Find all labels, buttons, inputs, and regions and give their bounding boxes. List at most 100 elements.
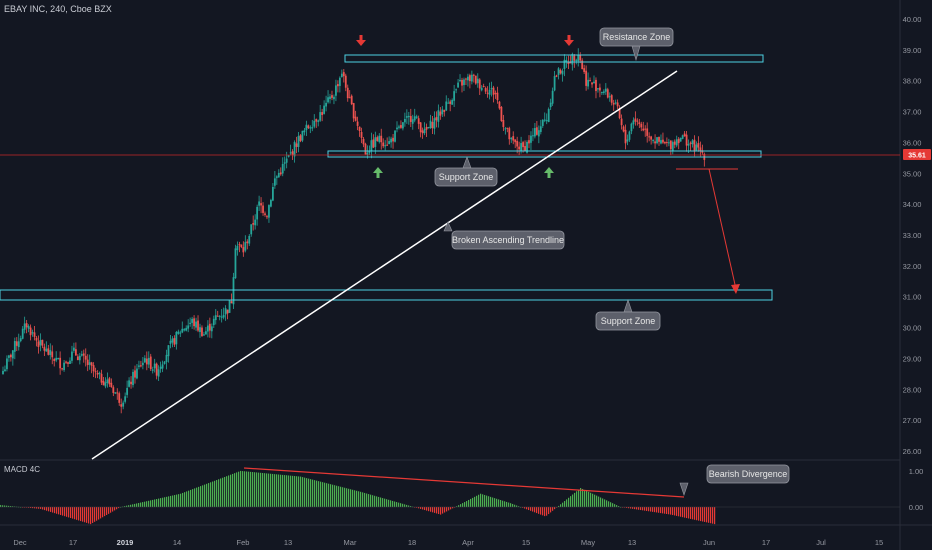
price-tick-label: 32.00 (903, 262, 922, 271)
candle-body (88, 362, 91, 365)
candle-body (195, 321, 197, 328)
candle-body (254, 219, 257, 226)
time-tick-label: 17 (69, 538, 77, 547)
macd-bar (658, 507, 660, 513)
macd-bar (448, 507, 450, 511)
candle-body (138, 365, 140, 367)
macd-bar (432, 507, 434, 513)
time-tick-label: 13 (284, 538, 292, 547)
macd-bar (552, 507, 554, 511)
macd-bar (532, 507, 534, 512)
macd-bar (140, 502, 142, 507)
candle-body (132, 371, 134, 386)
macd-bar (348, 488, 350, 507)
up-arrow-icon (376, 172, 380, 178)
macd-bar (248, 471, 250, 507)
macd-bar (646, 507, 648, 511)
macd-bar (36, 507, 38, 509)
macd-bar (298, 476, 300, 507)
macd-bar (504, 501, 506, 507)
macd-bar (516, 505, 518, 507)
macd-bar (42, 507, 44, 510)
candle-body (394, 130, 396, 142)
macd-bar (244, 471, 246, 507)
candle-body (571, 53, 574, 65)
macd-bar (46, 507, 48, 511)
macd-bar (90, 507, 92, 525)
candle-body (472, 74, 475, 76)
candle-body (689, 142, 692, 144)
candle-body (163, 361, 166, 364)
macd-bar (680, 507, 682, 517)
candle-body (403, 118, 406, 123)
macd-bar (308, 478, 310, 507)
macd-bar (284, 475, 286, 507)
macd-bar (480, 493, 482, 507)
time-tick-label: 14 (173, 538, 181, 547)
macd-bar (32, 507, 34, 509)
candle-body (474, 75, 477, 84)
macd-bar (50, 507, 52, 512)
macd-bar (352, 489, 354, 507)
time-tick-label: Apr (462, 538, 474, 547)
price-tick-label: 28.00 (903, 385, 922, 394)
candle-body (421, 130, 424, 134)
candle-body (149, 356, 152, 370)
candle-body (390, 138, 392, 143)
macd-bar (632, 507, 634, 509)
macd-bar (674, 507, 676, 516)
candle-body (512, 136, 515, 141)
macd-bar (44, 507, 46, 511)
candle-body (687, 143, 690, 146)
candle-body (628, 131, 631, 140)
macd-bar (668, 507, 670, 515)
macd-bar (148, 500, 150, 507)
macd-bar (198, 486, 200, 507)
candle-body (120, 404, 123, 407)
candle-body (201, 327, 203, 337)
candle-body (490, 88, 493, 90)
candle-body (317, 120, 320, 122)
macd-bar (676, 507, 678, 516)
macd-bar (270, 473, 272, 507)
candle-body (502, 120, 505, 128)
candle-body (417, 118, 420, 124)
macd-bar (398, 502, 400, 507)
candle-body (445, 101, 448, 111)
candle-body (319, 112, 322, 121)
macd-bar (114, 507, 116, 511)
macd-bar (246, 471, 248, 507)
macd-bar (478, 494, 480, 507)
macd-bar (568, 497, 570, 507)
up-arrow-icon (373, 167, 383, 173)
macd-bar (52, 507, 54, 513)
macd-bar (596, 495, 598, 507)
macd-bar (628, 507, 630, 509)
macd-bar (618, 506, 620, 507)
macd-bar (656, 507, 658, 513)
macd-bar (344, 487, 346, 507)
candle-body (488, 89, 491, 95)
macd-bar (264, 473, 266, 507)
candle-body (281, 164, 284, 174)
macd-bar (68, 507, 70, 518)
candle-body (110, 382, 113, 388)
macd-bar (494, 498, 496, 507)
candle-body (368, 151, 371, 153)
candle-body (41, 339, 44, 346)
candle-body (82, 353, 85, 356)
candle-body (220, 316, 223, 318)
macd-bar (182, 492, 184, 507)
macd-bar (400, 503, 402, 507)
candle-body (681, 135, 684, 139)
macd-bar (268, 473, 270, 507)
candle-body (364, 143, 367, 155)
candle-body (539, 126, 542, 132)
macd-bar (698, 507, 700, 521)
macd-bar (84, 507, 86, 523)
time-tick-label: Dec (13, 538, 27, 547)
candle-body (140, 365, 142, 367)
candle-body (616, 102, 619, 107)
candle-body (526, 141, 528, 153)
